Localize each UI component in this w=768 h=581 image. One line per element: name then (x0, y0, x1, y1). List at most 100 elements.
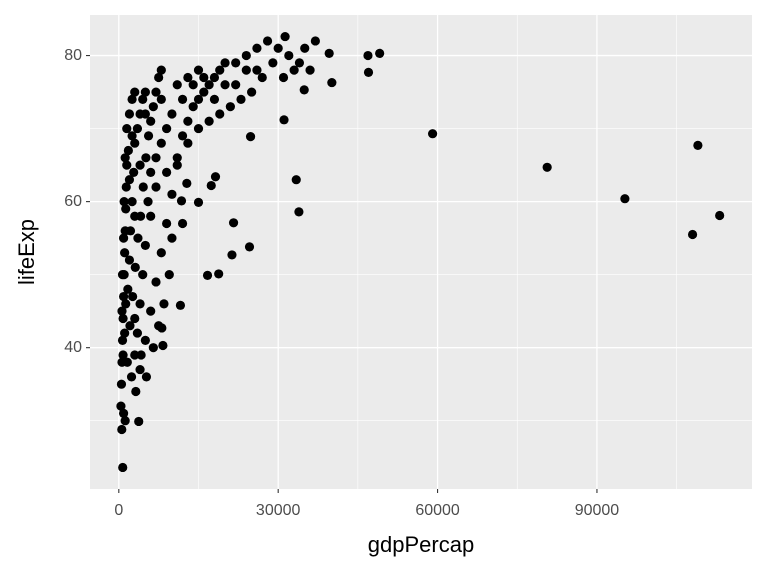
point (215, 109, 225, 119)
point (204, 116, 214, 126)
point (156, 248, 166, 258)
point (118, 350, 128, 360)
point (204, 80, 214, 90)
point (252, 43, 262, 53)
point (427, 129, 438, 139)
point (182, 178, 192, 188)
point (241, 65, 251, 75)
point (132, 328, 143, 338)
point (193, 197, 204, 207)
point (130, 87, 140, 97)
y-tick-label: 60 (64, 193, 82, 210)
point (279, 115, 289, 125)
point (167, 189, 177, 199)
y-tick-label: 80 (64, 47, 82, 64)
point (156, 94, 166, 104)
point (154, 72, 164, 83)
point (177, 131, 188, 141)
point (151, 182, 161, 192)
point (140, 109, 150, 119)
point (135, 160, 145, 170)
point (245, 132, 256, 142)
point (278, 72, 289, 83)
point (183, 116, 193, 126)
point (162, 167, 172, 178)
point (125, 321, 135, 331)
point (294, 207, 304, 217)
point (146, 211, 156, 221)
point (124, 255, 135, 265)
point (146, 167, 156, 178)
point (118, 233, 129, 243)
point (183, 138, 193, 148)
point (225, 102, 235, 112)
point (214, 269, 224, 279)
point (123, 145, 133, 156)
point (140, 87, 150, 97)
x-axis-title: gdpPercap (368, 532, 474, 557)
point (120, 328, 130, 338)
point (177, 94, 188, 104)
point (324, 48, 334, 58)
point (241, 50, 251, 61)
point (231, 58, 241, 68)
point (227, 250, 237, 260)
point (138, 182, 148, 192)
point (118, 291, 129, 302)
point (122, 357, 132, 367)
point (130, 262, 140, 272)
point (154, 321, 164, 331)
point (273, 43, 283, 53)
point (117, 306, 127, 316)
x-tick-label: 60000 (415, 502, 460, 519)
point (299, 85, 309, 95)
point (133, 233, 143, 243)
point (120, 248, 130, 258)
y-axis-title: lifeExp (14, 219, 39, 285)
point (247, 87, 257, 97)
point (117, 424, 127, 435)
point (244, 242, 255, 252)
point (148, 343, 158, 353)
point (175, 300, 186, 310)
point (141, 153, 151, 163)
point (202, 270, 213, 280)
point (687, 229, 698, 240)
point (143, 197, 153, 207)
point (280, 31, 290, 42)
point (122, 123, 132, 134)
point (151, 153, 161, 163)
point (117, 335, 128, 345)
point (209, 94, 220, 104)
point (131, 386, 141, 397)
point (146, 116, 156, 126)
point (236, 94, 246, 104)
point (284, 50, 294, 61)
point (140, 240, 150, 251)
point (289, 65, 299, 75)
point (193, 123, 204, 134)
point (199, 87, 209, 97)
point (129, 167, 139, 178)
point (127, 197, 137, 207)
point (120, 416, 130, 426)
point (363, 67, 374, 77)
point (363, 50, 373, 61)
point (151, 277, 161, 287)
point (127, 131, 137, 141)
point (130, 350, 140, 360)
point (310, 36, 320, 46)
point (172, 160, 182, 170)
point (120, 153, 130, 163)
point (162, 123, 172, 134)
point (134, 416, 144, 427)
point (231, 80, 241, 90)
point (128, 291, 138, 302)
point (252, 65, 262, 75)
point (130, 313, 140, 324)
point (206, 180, 216, 191)
point (167, 233, 177, 243)
point (193, 94, 204, 104)
point (262, 36, 273, 46)
